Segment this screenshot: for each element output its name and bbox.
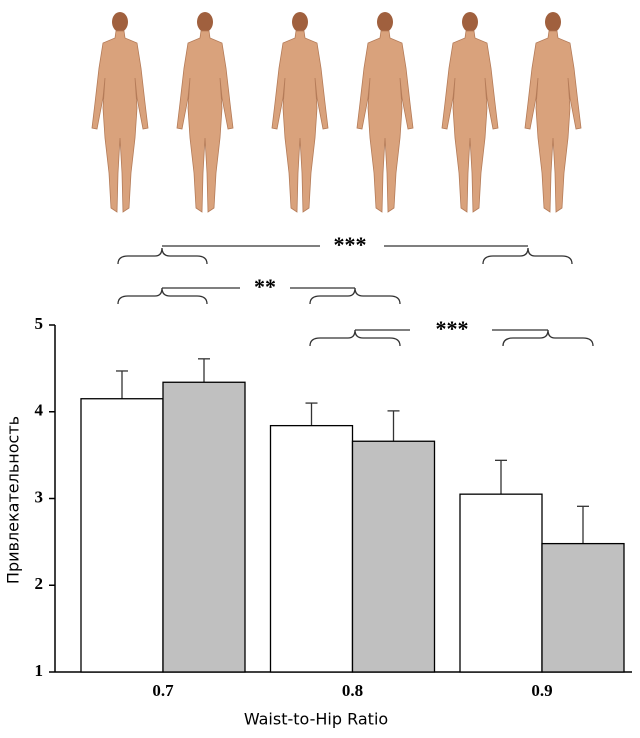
bar [269,424,354,673]
significance: *** [334,232,367,257]
bar [459,493,543,673]
bar [162,381,246,673]
figures [91,11,582,213]
brace [117,287,208,305]
y-axis-label: Привлекательность [4,416,23,584]
figure [91,11,149,213]
y-tick-label: 4 [35,401,44,420]
bar [351,440,436,673]
x-tick-label: 0.8 [342,681,363,700]
x-tick-label: 0.7 [152,681,174,700]
x-axis-label: Waist-to-Hip Ratio [244,710,388,729]
brace [482,247,573,265]
brace [309,329,401,347]
figure [356,11,414,213]
figure [441,11,499,213]
brace [502,329,594,347]
significance: ** [254,274,276,299]
y-tick-label: 2 [35,574,44,593]
y-tick-label: 1 [35,661,44,680]
bar [80,398,164,673]
bar [541,542,625,673]
brace [309,287,401,305]
y-tick-label: 3 [35,487,44,506]
braces [117,245,594,347]
y-tick-label: 5 [35,314,44,333]
brace [117,247,208,265]
significance: *** [436,316,469,341]
x-tick-label: 0.9 [531,681,552,700]
figure [176,11,234,213]
figure [524,11,582,213]
figure [271,11,329,213]
